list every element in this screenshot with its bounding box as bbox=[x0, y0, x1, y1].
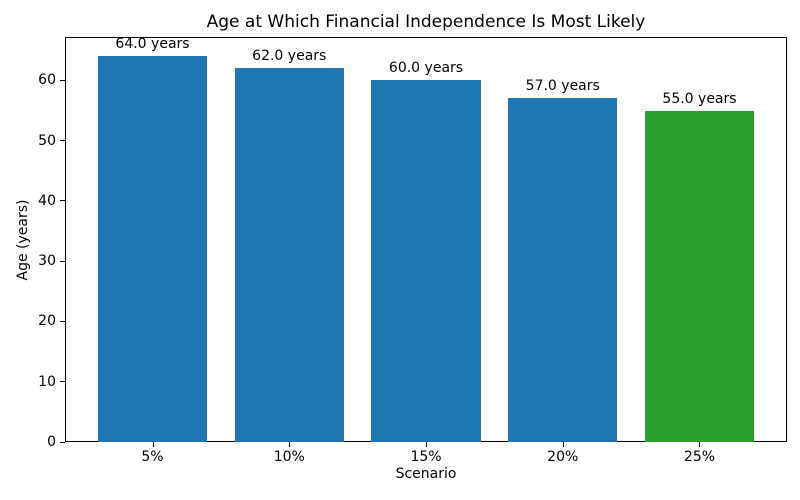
x-tick-mark bbox=[426, 442, 427, 447]
x-tick-label: 20% bbox=[547, 449, 579, 465]
y-axis-label: Age (years) bbox=[15, 199, 31, 281]
bar-value-label: 64.0 years bbox=[115, 36, 190, 53]
chart-title: Age at Which Financial Independence Is M… bbox=[206, 12, 646, 32]
x-tick-label: 15% bbox=[410, 449, 442, 465]
x-tick-mark bbox=[699, 442, 701, 447]
y-tick-mark bbox=[60, 381, 65, 383]
x-tick-label: 10% bbox=[273, 449, 305, 465]
y-tick-mark bbox=[60, 140, 65, 142]
bar-value-label: 57.0 years bbox=[525, 78, 600, 95]
bar-value-label: 62.0 years bbox=[252, 48, 327, 65]
x-tick-mark bbox=[562, 442, 564, 447]
y-tick-mark bbox=[60, 260, 65, 262]
bar-15% bbox=[371, 80, 481, 442]
bar-value-label: 55.0 years bbox=[662, 90, 737, 107]
x-tick-mark bbox=[152, 442, 154, 447]
y-tick-mark bbox=[60, 200, 65, 202]
y-tick-label: 0 bbox=[47, 434, 56, 450]
x-tick-label: 25% bbox=[683, 449, 716, 465]
bar-value-label: 60.0 years bbox=[388, 60, 464, 77]
bar-20% bbox=[508, 98, 618, 442]
y-tick-mark bbox=[60, 441, 65, 443]
y-tick-label: 50 bbox=[38, 132, 56, 149]
y-tick-label: 60 bbox=[38, 72, 56, 89]
bar-25% bbox=[644, 110, 755, 442]
bar-5% bbox=[97, 56, 208, 442]
y-tick-label: 30 bbox=[38, 253, 56, 270]
x-tick-label: 5% bbox=[141, 449, 164, 465]
y-tick-mark bbox=[60, 320, 65, 322]
x-tick-mark bbox=[289, 442, 291, 447]
bar-10% bbox=[234, 68, 344, 442]
y-tick-label: 10 bbox=[38, 373, 56, 390]
x-axis-label: Scenario bbox=[395, 466, 457, 482]
y-tick-mark bbox=[60, 79, 65, 81]
y-tick-label: 20 bbox=[38, 313, 56, 330]
y-tick-label: 40 bbox=[38, 192, 56, 209]
